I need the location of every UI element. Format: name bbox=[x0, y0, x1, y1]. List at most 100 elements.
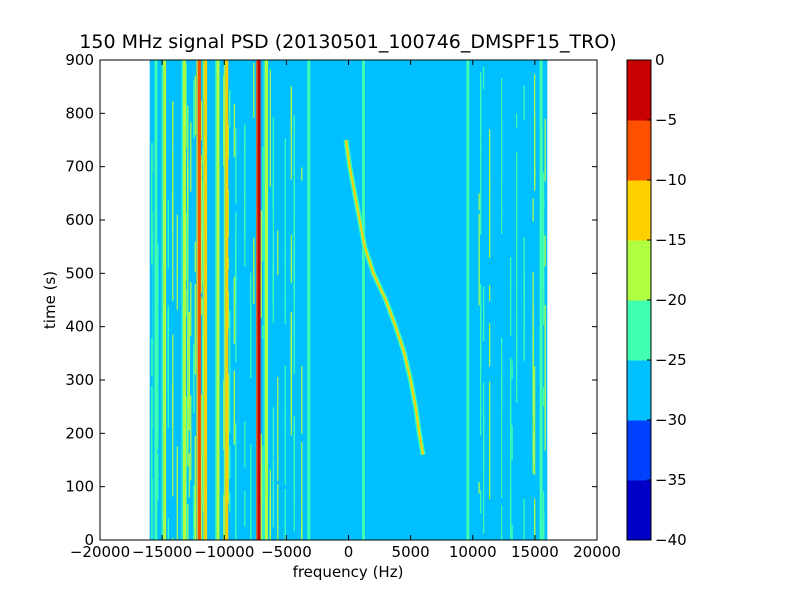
spectral-line-4 bbox=[264, 60, 268, 540]
noise-streak bbox=[200, 455, 202, 540]
noise-streak bbox=[523, 85, 525, 120]
colorbar-segment bbox=[627, 420, 651, 481]
noise-streak bbox=[200, 155, 202, 266]
noise-streak bbox=[290, 234, 292, 271]
spectral-line-11 bbox=[466, 60, 470, 540]
y-tick-label: 200 bbox=[65, 424, 94, 442]
noise-streak bbox=[532, 432, 534, 474]
noise-streak bbox=[510, 357, 512, 438]
noise-streak bbox=[250, 443, 252, 540]
colorbar-segment bbox=[627, 180, 651, 241]
noise-streak bbox=[227, 431, 229, 444]
noise-streak bbox=[486, 202, 488, 321]
noise-streak bbox=[508, 194, 510, 318]
colorbar-segment bbox=[627, 480, 651, 541]
colorbar-tick-label: −15 bbox=[655, 231, 687, 249]
noise-streak bbox=[227, 125, 229, 160]
noise-streak bbox=[501, 377, 503, 498]
noise-streak bbox=[244, 140, 246, 152]
noise-streak bbox=[260, 210, 262, 293]
chart-title: 150 MHz signal PSD (20130501_100746_DMSP… bbox=[79, 31, 616, 53]
noise-streak bbox=[229, 446, 231, 479]
noise-streak bbox=[532, 354, 534, 460]
spectral-line-halo-5 bbox=[215, 60, 217, 540]
colorbar-segment bbox=[627, 360, 651, 421]
noise-streak bbox=[531, 282, 533, 302]
noise-streak bbox=[531, 334, 533, 369]
noise-streak bbox=[244, 128, 246, 239]
noise-streak bbox=[516, 311, 518, 403]
noise-streak bbox=[151, 338, 153, 377]
spectral-line-7 bbox=[163, 60, 167, 540]
noise-streak bbox=[486, 113, 488, 219]
noise-streak bbox=[502, 145, 504, 170]
noise-streak bbox=[233, 103, 235, 157]
noise-streak bbox=[486, 95, 488, 109]
noise-streak bbox=[229, 310, 231, 433]
noise-streak bbox=[247, 158, 249, 217]
noise-streak bbox=[190, 122, 192, 192]
noise-streak bbox=[469, 144, 471, 185]
noise-streak bbox=[253, 237, 255, 305]
noise-streak bbox=[478, 193, 480, 211]
colorbar-tick-label: −40 bbox=[655, 531, 687, 549]
noise-streak bbox=[172, 537, 174, 540]
noise-streak bbox=[157, 453, 159, 501]
noise-streak bbox=[489, 129, 491, 192]
noise-streak bbox=[290, 86, 292, 180]
noise-streak bbox=[511, 524, 513, 540]
noise-streak bbox=[271, 490, 273, 540]
noise-streak bbox=[501, 119, 503, 221]
noise-streak bbox=[190, 395, 192, 481]
noise-streak bbox=[284, 297, 286, 324]
noise-streak bbox=[151, 441, 153, 475]
noise-streak bbox=[193, 355, 195, 414]
colorbar-tick-label: −5 bbox=[655, 111, 677, 129]
noise-streak bbox=[200, 168, 202, 197]
colorbar-segment bbox=[627, 60, 651, 121]
noise-streak bbox=[235, 211, 237, 279]
noise-streak bbox=[543, 172, 545, 210]
noise-streak bbox=[293, 172, 295, 290]
noise-streak bbox=[301, 366, 303, 434]
noise-streak bbox=[194, 241, 196, 273]
noise-streak bbox=[486, 263, 488, 350]
noise-streak bbox=[284, 248, 286, 311]
noise-streak bbox=[200, 100, 202, 141]
noise-streak bbox=[167, 352, 169, 365]
noise-streak bbox=[275, 290, 277, 420]
noise-streak bbox=[233, 370, 235, 445]
noise-streak bbox=[190, 282, 192, 337]
noise-streak bbox=[483, 417, 485, 534]
x-tick-label: 0 bbox=[344, 543, 354, 561]
doppler-trace bbox=[345, 139, 425, 455]
noise-streak bbox=[187, 503, 189, 540]
noise-streak bbox=[157, 395, 159, 437]
noise-streak bbox=[229, 90, 231, 128]
y-tick-label: 800 bbox=[65, 104, 94, 122]
noise-streak bbox=[185, 289, 187, 317]
noise-streak bbox=[516, 151, 518, 237]
noise-streak bbox=[167, 518, 169, 540]
noise-streak bbox=[469, 387, 471, 463]
colorbar-tick-label: −35 bbox=[655, 471, 687, 489]
x-axis-label: frequency (Hz) bbox=[293, 563, 404, 581]
noise-streak bbox=[262, 325, 264, 339]
noise-streak bbox=[188, 312, 190, 406]
spectral-line-12 bbox=[539, 60, 543, 540]
spectral-line-halo-2 bbox=[202, 60, 205, 540]
noise-streak bbox=[531, 503, 533, 540]
noise-streak bbox=[511, 360, 513, 380]
noise-streak bbox=[253, 62, 255, 119]
noise-streak bbox=[489, 381, 491, 500]
noise-streak bbox=[293, 263, 295, 375]
noise-streak bbox=[284, 412, 286, 486]
noise-streak bbox=[187, 105, 189, 223]
noise-streak bbox=[194, 435, 196, 518]
noise-streak bbox=[269, 469, 271, 540]
noise-streak bbox=[510, 488, 512, 538]
x-axis: −20000 −15000 −10000 −5000 0 5000 10000 15000 20… bbox=[70, 60, 621, 561]
spectral-line-halo-11 bbox=[464, 60, 467, 540]
noise-streak bbox=[501, 353, 503, 412]
noise-streak bbox=[194, 284, 196, 375]
